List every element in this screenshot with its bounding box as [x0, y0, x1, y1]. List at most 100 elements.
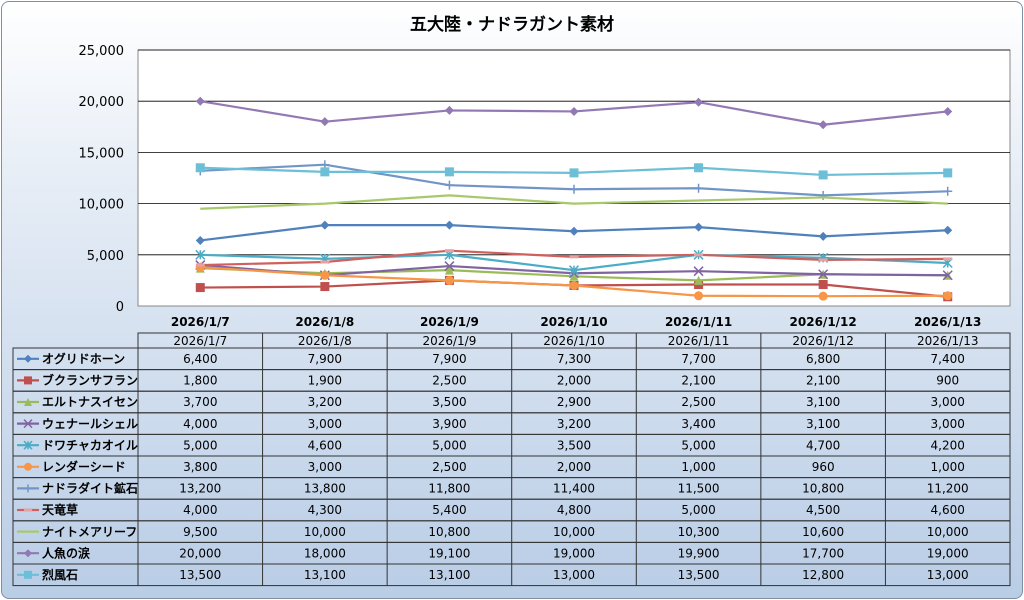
data-point	[568, 265, 580, 276]
table-cell: 10,300	[678, 525, 720, 539]
x-tick-label: 2026/1/8	[295, 315, 354, 329]
data-point	[444, 275, 454, 285]
x-tick-label: 2026/1/9	[420, 315, 479, 329]
table-cell: 3,500	[432, 395, 466, 409]
table-cell: 10,000	[304, 525, 346, 539]
y-tick-label: 25,000	[79, 44, 125, 59]
table-column-header: 2026/1/10	[543, 334, 605, 348]
data-point	[694, 183, 704, 193]
data-point	[942, 270, 953, 281]
data-point	[818, 231, 828, 241]
legend-marker	[23, 419, 33, 429]
table-column-header: 2026/1/12	[792, 334, 854, 348]
table-cell: 5,000	[183, 438, 217, 452]
data-point	[818, 279, 828, 289]
x-tick-label: 2026/1/11	[665, 315, 732, 329]
table-cell: 4,800	[557, 503, 591, 517]
data-point	[818, 269, 829, 280]
legend-label: ブクランサフラン	[42, 373, 138, 388]
table-cell: 3,000	[931, 417, 965, 431]
table-cell: 11,500	[678, 482, 720, 496]
y-tick-label: 5,000	[87, 249, 124, 264]
x-tick-label: 2026/1/7	[171, 315, 230, 329]
table-cell: 20,000	[179, 546, 221, 560]
table-cell: 7,400	[931, 352, 965, 366]
table-cell: 13,100	[304, 568, 346, 582]
table-cell: 2,000	[557, 460, 591, 474]
table-cell: 5,000	[681, 503, 715, 517]
data-point	[444, 261, 455, 272]
data-point	[569, 271, 579, 281]
data-point	[818, 120, 828, 130]
table-cell: 6,400	[183, 352, 217, 366]
table-cell: 13,500	[678, 568, 720, 582]
data-point	[818, 291, 828, 301]
table-cell: 10,000	[553, 525, 595, 539]
legend-label: ドワチャカオイル	[42, 438, 138, 452]
table-cell: 7,700	[681, 352, 715, 366]
table-cell: 4,000	[183, 417, 217, 431]
table-cell: 19,000	[927, 546, 969, 560]
table-cell: 2,100	[681, 374, 715, 388]
table-cell: 10,000	[927, 525, 969, 539]
table-cell: 2,500	[432, 460, 466, 474]
legend-label: オグリドホーン	[42, 351, 125, 366]
table-cell: 4,600	[931, 503, 965, 517]
table-cell: 1,800	[183, 374, 217, 388]
table-cell: 3,200	[308, 395, 342, 409]
table-cell: 13,200	[179, 482, 221, 496]
data-point	[195, 96, 205, 106]
y-tick-label: 20,000	[79, 95, 125, 110]
table-cell: 5,400	[432, 503, 466, 517]
data-point	[694, 291, 704, 301]
table-cell: 13,800	[304, 482, 346, 496]
table-cell: 2,100	[806, 374, 840, 388]
chart-title: 五大陸・ナドラガント素材	[410, 14, 614, 35]
data-point	[694, 97, 704, 107]
legend-label: レンダーシード	[42, 459, 126, 474]
x-tick-label: 2026/1/10	[540, 315, 607, 329]
table-cell: 3,100	[806, 417, 840, 431]
data-point	[943, 186, 953, 196]
table-cell: 7,900	[308, 352, 342, 366]
table-cell: 3,100	[806, 395, 840, 409]
series-line-8	[200, 194, 948, 210]
y-tick-label: 15,000	[79, 146, 125, 161]
data-point	[444, 265, 454, 275]
table-cell: 4,700	[806, 438, 840, 452]
legend-label: エルトナスイセン	[42, 395, 138, 409]
data-point	[943, 106, 953, 116]
table-column-header: 2026/1/9	[422, 334, 476, 348]
data-point	[818, 170, 828, 180]
legend-marker	[24, 549, 32, 558]
table-cell: 13,000	[553, 568, 595, 582]
data-point	[569, 281, 579, 291]
data-point	[694, 275, 704, 285]
table-cell: 10,600	[802, 525, 844, 539]
legend-marker	[23, 440, 33, 450]
data-point	[569, 106, 579, 116]
data-point	[943, 168, 953, 178]
table-cell: 9,500	[183, 525, 217, 539]
table-cell: 960	[812, 460, 835, 474]
data-point	[444, 180, 454, 190]
data-point	[195, 235, 205, 245]
data-point	[693, 266, 704, 277]
table-cell: 4,600	[308, 438, 342, 452]
legend-label: 人魚の涙	[42, 545, 90, 560]
table-cell: 3,200	[557, 417, 591, 431]
x-tick-label: 2026/1/12	[790, 315, 857, 329]
legend-marker	[24, 354, 32, 363]
table-cell: 13,100	[428, 568, 470, 582]
table-cell: 19,100	[428, 546, 470, 560]
data-point	[444, 220, 454, 230]
data-point	[195, 163, 205, 173]
legend-label: 天竜草	[42, 502, 78, 517]
table-cell: 4,500	[806, 503, 840, 517]
legend-label: ウェナールシェル	[42, 417, 138, 431]
table-cell: 13,000	[927, 568, 969, 582]
data-point	[943, 225, 953, 235]
data-point	[195, 283, 205, 293]
x-tick-label: 2026/1/13	[914, 315, 981, 329]
table-cell: 900	[936, 374, 959, 388]
